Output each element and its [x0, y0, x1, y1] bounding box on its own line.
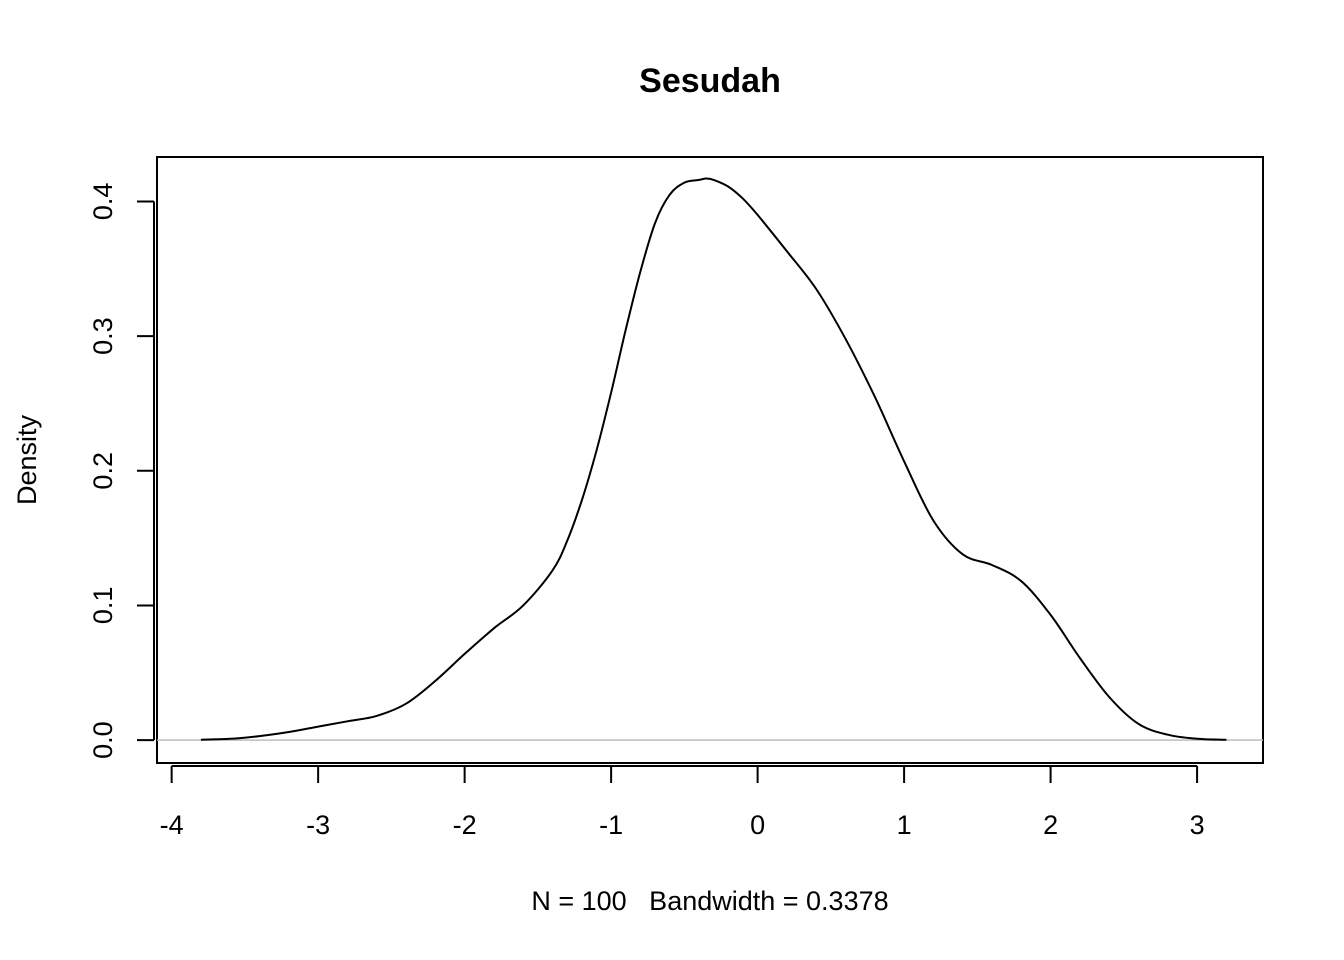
- density-curve: [200, 177, 1227, 741]
- y-tick-label: 0.3: [88, 317, 118, 355]
- x-tick-label: -3: [306, 810, 330, 840]
- x-tick-label: 0: [750, 810, 765, 840]
- y-tick-label: 0.2: [88, 452, 118, 490]
- x-tick-label: 2: [1043, 810, 1058, 840]
- x-tick-label: -4: [160, 810, 184, 840]
- plot-frame: [156, 156, 1264, 764]
- y-axis-label: Density: [12, 414, 42, 505]
- x-tick-label: -1: [599, 810, 623, 840]
- x-axis: -4 -3 -2 -1 0 1 2 3: [160, 765, 1205, 840]
- x-tick-label: 1: [897, 810, 912, 840]
- y-tick-label: 0.0: [88, 721, 118, 759]
- y-tick-label: 0.4: [88, 183, 118, 221]
- x-axis-label: N = 100 Bandwidth = 0.3378: [531, 886, 888, 916]
- y-axis: 0.0 0.1 0.2 0.3 0.4: [88, 183, 155, 759]
- chart-title: Sesudah: [639, 62, 781, 100]
- y-tick-label: 0.1: [88, 587, 118, 625]
- x-tick-label: -2: [453, 810, 477, 840]
- x-tick-label: 3: [1190, 810, 1205, 840]
